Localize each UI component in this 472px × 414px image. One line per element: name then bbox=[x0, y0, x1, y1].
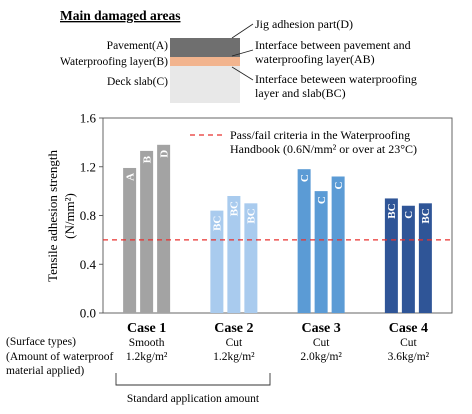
bar-failure-label: B bbox=[141, 155, 153, 163]
surface-type: Cut bbox=[226, 337, 243, 349]
bar-failure-label: BC bbox=[420, 208, 432, 223]
y-axis-title-2: (N/mm²) bbox=[62, 193, 77, 239]
bar-failure-label: C bbox=[333, 181, 345, 189]
bar bbox=[384, 198, 398, 313]
pavement-layer bbox=[170, 38, 240, 57]
pavement-label: Pavement(A) bbox=[107, 40, 168, 52]
bar bbox=[227, 196, 241, 313]
bar-failure-label: BC bbox=[229, 201, 241, 216]
cross-section bbox=[170, 28, 240, 103]
surface-type: Cut bbox=[313, 337, 330, 349]
y-tick-label: 1.6 bbox=[80, 111, 97, 126]
bar-failure-label: D bbox=[158, 150, 170, 158]
diagram-title: Main damaged areas bbox=[60, 8, 181, 23]
y-tick-label: 1.2 bbox=[80, 159, 96, 174]
application-amount: 1.2kg/m² bbox=[126, 351, 168, 363]
bar-failure-label: C bbox=[299, 174, 311, 182]
amount-row-label-1: (Amount of waterproof bbox=[6, 351, 113, 363]
interface-ab-label-2: waterproofing layer(AB) bbox=[255, 52, 375, 66]
deck-slab-label: Deck slab(C) bbox=[107, 76, 168, 88]
surface-row-label: (Surface types) bbox=[6, 336, 76, 348]
bar bbox=[210, 210, 224, 313]
jig-adhesion-label: Jig adhesion part(D) bbox=[255, 17, 353, 31]
legend-text-1: Pass/fail criteria in the Waterproofing bbox=[230, 128, 410, 142]
waterproofing-label: Waterproofing layer(B) bbox=[60, 56, 168, 68]
bar-failure-label: C bbox=[403, 211, 415, 219]
bar bbox=[314, 191, 328, 313]
bar-failure-label: BC bbox=[246, 208, 258, 223]
bar bbox=[123, 167, 137, 313]
application-amount: 3.6kg/m² bbox=[388, 351, 430, 363]
surface-type: Smooth bbox=[129, 337, 165, 349]
case-label: Case 4 bbox=[389, 321, 428, 336]
interface-bc-label-2: layer and slab(BC) bbox=[255, 86, 346, 100]
waterproofing-layer bbox=[170, 57, 240, 66]
case-label: Case 1 bbox=[127, 321, 166, 336]
bar bbox=[157, 144, 171, 313]
leader-lines bbox=[231, 23, 254, 81]
legend-text-2: Handbook (0.6N/mm² or over at 23°C) bbox=[230, 142, 417, 156]
bar bbox=[140, 150, 154, 313]
surface-type: Cut bbox=[400, 337, 417, 349]
amount-row-label-2: material applied) bbox=[6, 365, 84, 377]
y-axis: 0.0 0.4 0.8 1.2 1.6 bbox=[80, 111, 103, 321]
bar-failure-label: BC bbox=[386, 203, 398, 218]
case-label: Case 3 bbox=[301, 321, 340, 336]
bar bbox=[297, 169, 311, 313]
legend: Pass/fail criteria in the Waterproofing … bbox=[190, 128, 417, 156]
bar bbox=[244, 203, 258, 313]
y-axis-title-1: Tensile adhesion strength bbox=[45, 150, 60, 282]
bracket-label: Standard application amount bbox=[127, 393, 260, 405]
application-amount: 2.0kg/m² bbox=[300, 351, 342, 363]
bar bbox=[418, 203, 432, 313]
bar-failure-label: A bbox=[124, 173, 136, 181]
application-amount: 1.2kg/m² bbox=[213, 351, 255, 363]
case-label: Case 2 bbox=[214, 321, 253, 336]
standard-amount-bracket bbox=[115, 373, 271, 386]
bar bbox=[401, 205, 415, 313]
interface-bc-label-1: Interface beteween waterproofing bbox=[255, 72, 417, 86]
y-tick-label: 0.4 bbox=[80, 257, 97, 272]
deck-slab-layer bbox=[170, 66, 240, 103]
y-axis-title: Tensile adhesion strength (N/mm²) bbox=[45, 150, 77, 282]
bar-failure-label: C bbox=[316, 196, 328, 204]
bar bbox=[331, 176, 345, 313]
y-tick-label: 0.0 bbox=[80, 306, 96, 321]
bar-failure-label: BC bbox=[212, 216, 224, 231]
y-tick-label: 0.8 bbox=[80, 208, 96, 223]
interface-ab-label-1: Interface between pavement and bbox=[255, 38, 411, 52]
